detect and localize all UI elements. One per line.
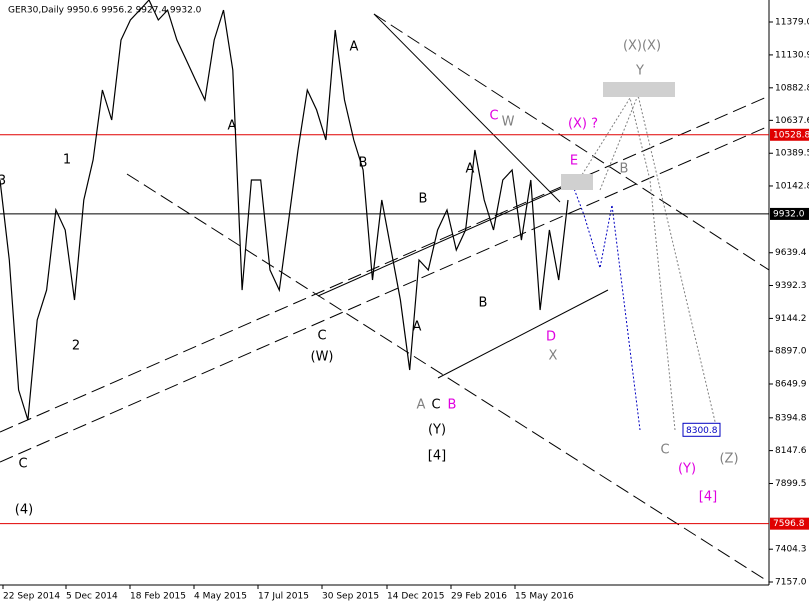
level-label: 7596.8 bbox=[773, 519, 805, 529]
wave-label: C bbox=[317, 329, 326, 344]
wave-label: (Z) bbox=[719, 452, 738, 467]
x-tick-label: 17 Jul 2015 bbox=[258, 592, 309, 602]
x-tick-label: 30 Sep 2015 bbox=[322, 592, 379, 602]
x-tick-label: 15 May 2016 bbox=[515, 592, 574, 602]
y-tick-label: 7157.0 bbox=[775, 578, 807, 588]
x-tick-label: 29 Feb 2016 bbox=[451, 592, 507, 602]
wave-label: A bbox=[228, 119, 237, 134]
wave-label: B bbox=[620, 162, 629, 177]
wave-label: 2 bbox=[72, 339, 80, 354]
y-tick-label: 10142.8 bbox=[775, 181, 809, 191]
y-tick-label: 8147.6 bbox=[775, 446, 807, 456]
wave-label: (W) bbox=[311, 350, 334, 365]
y-tick-label: 11379.0 bbox=[775, 18, 809, 28]
y-tick-label: 8394.8 bbox=[775, 413, 807, 423]
target-label: 8300.8 bbox=[686, 426, 718, 436]
trendline bbox=[437, 289, 609, 379]
chart-title: GER30,Daily 9950.6 9956.2 9927.4 9932.0 bbox=[8, 6, 202, 16]
wave-label: Y bbox=[635, 64, 644, 79]
y-tick-label: 9639.4 bbox=[775, 248, 807, 258]
wave-label: [4] bbox=[428, 449, 446, 464]
wave-label: B bbox=[448, 398, 457, 413]
y-tick-label: 7899.5 bbox=[775, 479, 807, 489]
wave-label: B bbox=[359, 156, 368, 171]
x-tick-label: 22 Sep 2014 bbox=[3, 592, 60, 602]
wave-label: B bbox=[479, 296, 488, 311]
wave-label: [4] bbox=[699, 490, 717, 505]
wave-label: 1 bbox=[63, 153, 71, 168]
wave-label: A bbox=[413, 320, 422, 335]
y-tick-label: 9144.2 bbox=[775, 314, 807, 324]
level-tag bbox=[770, 517, 809, 530]
wave-label: 3 bbox=[0, 174, 6, 189]
target-box bbox=[682, 422, 721, 437]
wave-label: (Y) bbox=[428, 423, 446, 438]
wave-label: C bbox=[489, 109, 498, 124]
trendline bbox=[373, 13, 561, 203]
y-tick-label: 10882.8 bbox=[775, 83, 809, 93]
y-tick-label: 8649.9 bbox=[775, 379, 807, 389]
wave-label: X bbox=[549, 349, 558, 364]
trendline bbox=[317, 179, 581, 297]
y-tick-label: 10637.6 bbox=[775, 116, 809, 126]
wave-label: W bbox=[502, 115, 515, 130]
wave-label: C bbox=[18, 457, 27, 472]
y-tick-label: 11130.9 bbox=[775, 50, 809, 60]
wave-label: (4) bbox=[15, 503, 33, 518]
wave-label: D bbox=[546, 330, 556, 345]
wave-label: A bbox=[350, 40, 359, 55]
level-tag bbox=[770, 207, 809, 220]
trendline bbox=[373, 13, 769, 271]
wave-label: C bbox=[431, 398, 440, 413]
y-tick-label: 10389.5 bbox=[775, 149, 809, 159]
wave-label: A bbox=[466, 162, 475, 177]
zone bbox=[603, 82, 675, 97]
plot bbox=[0, 0, 769, 525]
wave-label: (X)(X) bbox=[623, 39, 661, 54]
x-tick-label: 4 May 2015 bbox=[194, 592, 247, 602]
price-line bbox=[0, 0, 569, 421]
drawings bbox=[0, 13, 769, 583]
level-label: 10528.8 bbox=[773, 130, 809, 140]
x-tick-label: 18 Feb 2015 bbox=[130, 592, 186, 602]
wave-label: (Y) bbox=[678, 462, 696, 477]
wave-label: E bbox=[570, 154, 578, 169]
level-tag bbox=[770, 128, 809, 141]
wave-label: A bbox=[417, 398, 426, 413]
level-label: 9932.0 bbox=[773, 209, 805, 219]
x-tick-label: 14 Dec 2015 bbox=[387, 592, 445, 602]
y-tick-label: 8897.0 bbox=[775, 347, 807, 357]
x-tick-label: 5 Dec 2014 bbox=[66, 592, 118, 602]
projection bbox=[579, 96, 676, 431]
trendline bbox=[126, 173, 769, 583]
wave-label: (X) ? bbox=[568, 117, 598, 132]
y-tick-label: 9392.3 bbox=[775, 281, 807, 291]
y-tick-label: 7404.3 bbox=[775, 545, 807, 555]
zone bbox=[561, 174, 593, 190]
wave-label: C bbox=[660, 443, 669, 458]
wave-label: B bbox=[419, 192, 428, 207]
